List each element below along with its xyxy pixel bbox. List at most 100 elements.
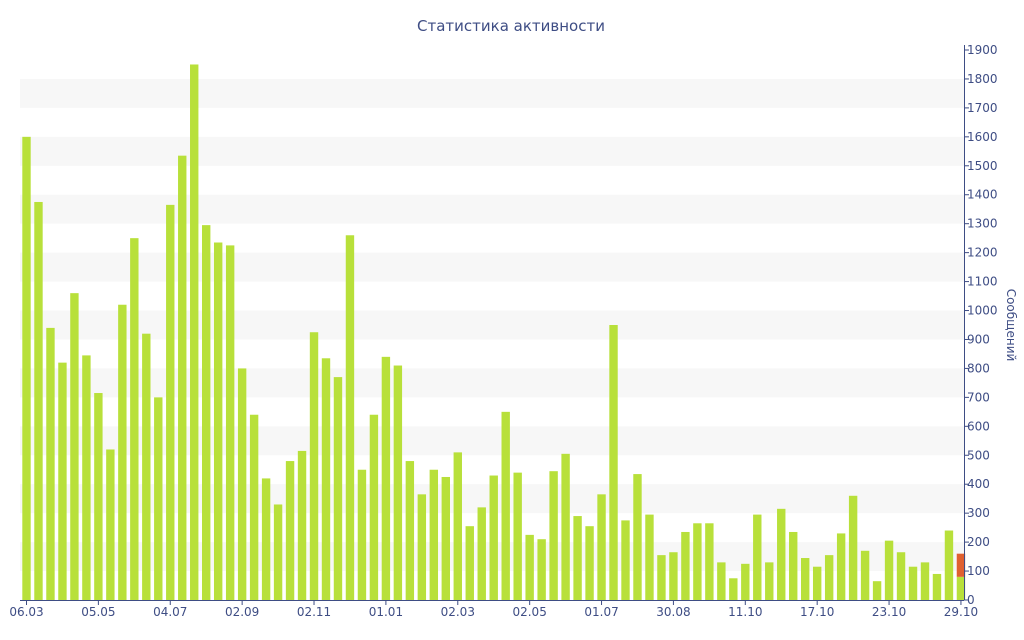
x-tick-label: 17.10 <box>800 605 834 619</box>
bar <box>932 573 942 600</box>
bar <box>118 304 127 600</box>
y-tick-label: 400 <box>967 477 990 491</box>
y-tick-label: 1100 <box>967 275 998 289</box>
bar <box>848 495 858 600</box>
bar <box>561 453 570 600</box>
bar <box>633 474 642 600</box>
bar <box>609 325 618 600</box>
bar <box>178 155 187 600</box>
y-tick-label: 700 <box>967 390 990 404</box>
bar <box>106 449 115 600</box>
x-tick-label: 02.03 <box>441 605 475 619</box>
bar <box>225 245 235 601</box>
bar <box>537 539 546 600</box>
bar <box>789 531 798 600</box>
y-tick-label: 1600 <box>967 130 998 144</box>
bar <box>669 552 678 600</box>
y-axis: 0 100 200 300 400 500 600 700 800 900 1000 1100 1200… <box>964 43 998 607</box>
grid-band <box>20 368 964 398</box>
bar <box>693 523 702 600</box>
bar <box>333 377 343 600</box>
bar <box>297 450 307 600</box>
bar <box>801 558 810 600</box>
chart-title: Статистика активности <box>417 17 605 35</box>
bar <box>249 414 259 600</box>
grid-band <box>20 136 964 166</box>
bar <box>190 64 199 600</box>
x-tick-label: 11.10 <box>728 605 762 619</box>
grid-band <box>20 78 964 108</box>
bar <box>213 242 223 600</box>
bar <box>321 358 331 600</box>
bar <box>441 476 450 600</box>
bar <box>777 508 786 600</box>
bar <box>166 204 175 601</box>
bar <box>489 475 498 600</box>
grid-band <box>20 194 964 224</box>
bar <box>142 333 151 600</box>
y-tick-label: 0 <box>967 593 975 607</box>
bar <box>501 411 510 600</box>
bar <box>381 356 391 600</box>
x-tick-label: 01.01 <box>369 605 403 619</box>
bar <box>705 523 714 600</box>
bar <box>22 136 31 600</box>
y-tick-label: 500 <box>967 448 990 462</box>
x-tick-label: 06.03 <box>9 605 43 619</box>
bar <box>896 552 906 600</box>
x-tick-label: 04.07 <box>153 605 187 619</box>
y-tick-label: 300 <box>967 506 990 520</box>
bar <box>597 494 606 600</box>
bar <box>729 578 738 600</box>
bar <box>82 355 91 600</box>
y-tick-label: 1400 <box>967 188 998 202</box>
y-tick-label: 900 <box>967 332 990 346</box>
y-tick-label: 1300 <box>967 217 998 231</box>
bar <box>393 365 403 600</box>
grid-band <box>20 426 964 456</box>
y-tick-label: 1800 <box>967 72 998 86</box>
bar <box>836 533 846 600</box>
x-tick-label: 23.10 <box>872 605 906 619</box>
x-tick-label: 02.05 <box>512 605 546 619</box>
bars <box>22 64 966 601</box>
bar <box>94 393 103 600</box>
grid-bands <box>20 78 964 572</box>
bar <box>405 461 415 600</box>
y-tick-label: 1200 <box>967 246 998 260</box>
bar <box>920 562 930 600</box>
bar <box>908 566 918 600</box>
bar <box>741 563 750 600</box>
bar <box>70 293 79 600</box>
bar <box>513 472 522 600</box>
bar <box>944 530 954 600</box>
y-axis-label: Сообщений <box>1004 289 1018 362</box>
y-tick-label: 1000 <box>967 304 998 318</box>
y-tick-label: 1900 <box>967 43 998 57</box>
y-tick-label: 1500 <box>967 159 998 173</box>
grid-band <box>20 310 964 340</box>
bar <box>681 531 690 600</box>
y-tick-label: 600 <box>967 419 990 433</box>
bar <box>621 520 630 600</box>
bar <box>645 514 654 600</box>
bar <box>309 332 319 600</box>
bar <box>717 562 726 600</box>
bar <box>130 238 139 600</box>
bar <box>657 555 666 600</box>
bar <box>58 362 67 600</box>
grid-band <box>20 252 964 282</box>
bar <box>573 516 582 600</box>
bar <box>956 553 966 577</box>
bar <box>357 469 367 600</box>
bar <box>465 526 474 600</box>
x-tick-label: 02.11 <box>297 605 331 619</box>
bar <box>34 201 43 600</box>
bar <box>585 526 594 600</box>
bar <box>154 397 163 600</box>
x-tick-label: 30.08 <box>656 605 690 619</box>
bar <box>549 471 558 600</box>
bar <box>417 494 427 600</box>
bar <box>46 327 55 600</box>
